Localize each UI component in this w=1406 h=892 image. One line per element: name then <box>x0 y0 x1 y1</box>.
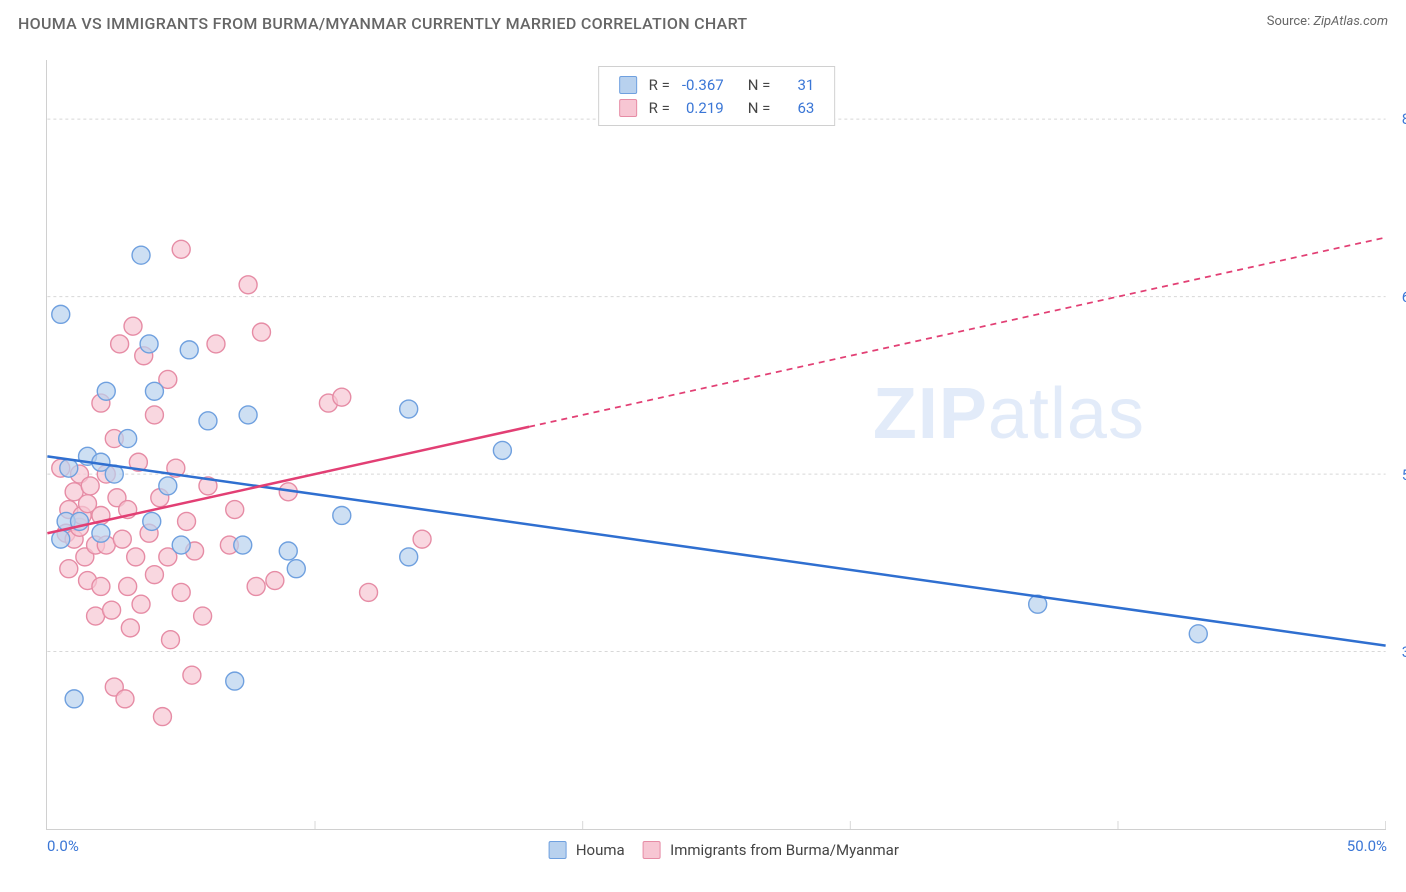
legend-series-label: Immigrants from Burma/Myanmar <box>670 841 899 859</box>
chart-svg <box>47 60 1386 829</box>
source-attribution: Source: ZipAtlas.com <box>1267 14 1388 29</box>
source-label: Source: <box>1267 14 1314 29</box>
legend-swatch-icon <box>642 841 660 859</box>
legend-series-label: Houma <box>576 841 625 859</box>
source-value: ZipAtlas.com <box>1313 14 1388 29</box>
y-tick-label: 65.0% <box>1402 288 1406 306</box>
chart-title: HOUMA VS IMMIGRANTS FROM BURMA/MYANMAR C… <box>18 14 747 33</box>
legend-stats-table: R = -0.367 N = 31 R = 0.219 N = 63 <box>613 73 821 119</box>
chart-plot-area: ZIPatlas R = -0.367 N = 31 R = 0.219 N =… <box>46 60 1386 830</box>
chart-header: HOUMA VS IMMIGRANTS FROM BURMA/MYANMAR C… <box>0 0 1406 48</box>
n-label: N = <box>742 73 777 96</box>
r-label: R = <box>643 96 676 119</box>
r-label: R = <box>643 73 676 96</box>
legend-stats-row: R = 0.219 N = 63 <box>613 96 821 119</box>
y-tick-label: 50.0% <box>1402 466 1406 484</box>
n-value: 63 <box>776 96 820 119</box>
y-tick-label: 35.0% <box>1402 643 1406 661</box>
legend-swatch-icon <box>619 99 637 117</box>
x-tick-label: 50.0% <box>1347 837 1387 855</box>
legend-swatch-icon <box>619 76 637 94</box>
x-tick-label: 0.0% <box>47 837 79 855</box>
y-tick-label: 80.0% <box>1402 110 1406 128</box>
legend-stats-row: R = -0.367 N = 31 <box>613 73 821 96</box>
r-value: 0.219 <box>676 96 730 119</box>
n-value: 31 <box>776 73 820 96</box>
legend-stats: R = -0.367 N = 31 R = 0.219 N = 63 <box>598 66 836 126</box>
legend-series: Houma Immigrants from Burma/Myanmar <box>534 841 899 859</box>
r-value: -0.367 <box>676 73 730 96</box>
n-label: N = <box>742 96 777 119</box>
legend-swatch-icon <box>548 841 566 859</box>
